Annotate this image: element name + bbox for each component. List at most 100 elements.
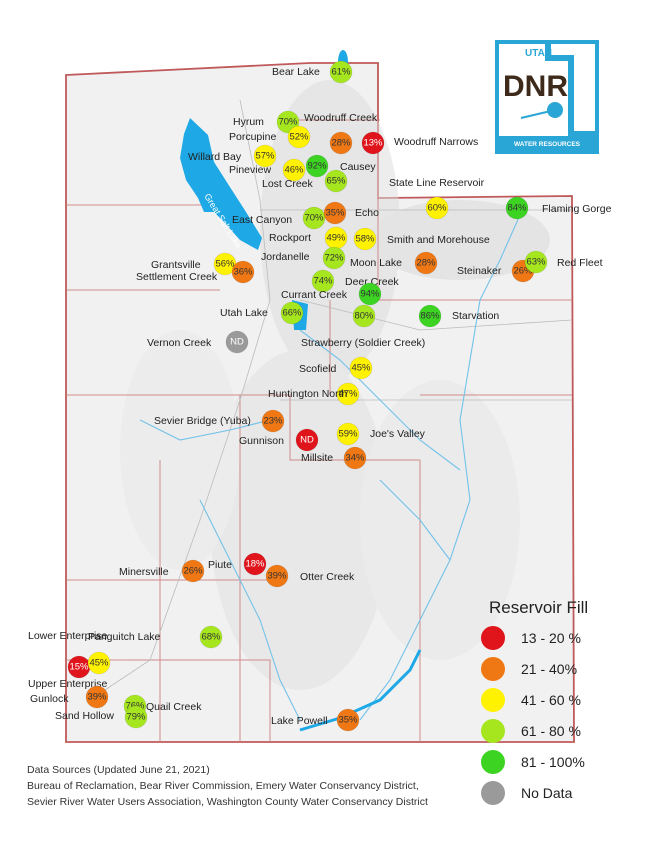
- utah-lake-marker: [280, 301, 304, 325]
- flaming-gorge-label: Flaming Gorge: [542, 203, 612, 215]
- legend-swatch: [481, 750, 505, 774]
- logo-main-text: DNR: [503, 70, 568, 103]
- gunnison-label: Gunnison: [239, 435, 284, 447]
- east-canyon-marker: [302, 206, 326, 230]
- piute-label: Piute: [208, 559, 232, 571]
- rockport-label: Rockport: [269, 232, 311, 244]
- dnr-logo-graphic: UTAH DNR WATER RESOURCES: [495, 40, 599, 154]
- lake-powell-marker: [336, 708, 360, 732]
- grantsville-label: Grantsville: [151, 259, 201, 271]
- lake-powell-shape: [299, 649, 422, 732]
- jordanelle-value: 72%: [324, 253, 344, 264]
- gunnison-marker: [295, 428, 319, 452]
- deer-creek-label: Deer Creek: [345, 276, 399, 288]
- jordanelle-marker: [322, 246, 346, 270]
- starvation-label: Starvation: [452, 310, 499, 322]
- minersville-value: 26%: [183, 566, 203, 577]
- strawberry-soldier-creek-marker: [352, 304, 376, 328]
- lost-creek-2-value: 65%: [326, 176, 346, 187]
- panguitch-lake-marker: [199, 625, 223, 649]
- echo-label: Echo: [355, 207, 379, 219]
- porcupine-marker: [287, 125, 311, 149]
- gunnison-value: ND: [300, 435, 314, 446]
- red-fleet-value: 63%: [526, 257, 546, 268]
- bear-lake-value: 61%: [331, 67, 351, 78]
- panguitch-lake-label: Panguitch Lake: [88, 631, 161, 643]
- woodruff-narrows-marker: [361, 131, 385, 155]
- joe-s-valley-marker: [336, 422, 360, 446]
- lost-creek-marker: [305, 154, 329, 178]
- legend-item: 41 - 60 %: [481, 688, 581, 712]
- moon-lake-label: Moon Lake: [350, 257, 402, 269]
- legend-label: 61 - 80 %: [521, 723, 581, 739]
- currant-creek-marker: [358, 282, 382, 306]
- starvation-marker: [418, 304, 442, 328]
- steinaker-value: 26%: [513, 266, 533, 277]
- pineview-label: Pineview: [229, 164, 271, 176]
- huntington-north-marker: [336, 382, 360, 406]
- utah-lake-label: Utah Lake: [220, 307, 268, 319]
- smith-and-morehouse-label: Smith and Morehouse: [387, 234, 490, 246]
- state-line-reservoir-value: 60%: [427, 203, 447, 214]
- data-sources: Data Sources (Updated June 21, 2021) Bur…: [27, 762, 428, 810]
- gunlock-marker: [85, 685, 109, 709]
- bear-lake-marker: [329, 60, 353, 84]
- smith-and-morehouse-value: 58%: [355, 234, 375, 245]
- woodruff-narrows-label: Woodruff Narrows: [394, 136, 478, 148]
- settlement-creek-value: 36%: [233, 267, 253, 278]
- upper-enterprise-value: 45%: [89, 658, 109, 669]
- terrain-relief: [120, 80, 550, 690]
- quail-creek-value: 76%: [125, 701, 145, 712]
- deer-creek-marker: [311, 269, 335, 293]
- legend-label: 41 - 60 %: [521, 692, 581, 708]
- lake-powell-value: 35%: [338, 715, 358, 726]
- vernon-creek-marker: [225, 330, 249, 354]
- causey-marker: [329, 131, 353, 155]
- vernon-creek-value: ND: [230, 337, 244, 348]
- willard-bay-label: Willard Bay: [188, 151, 242, 163]
- sevier-bridge-yuba-label: Sevier Bridge (Yuba): [154, 415, 251, 427]
- gunlock-value: 39%: [87, 692, 107, 703]
- huntington-north-value: 47%: [338, 389, 358, 400]
- state-line-reservoir-label: State Line Reservoir: [389, 177, 485, 189]
- sevier-bridge-yuba-value: 23%: [263, 416, 283, 427]
- deer-creek-value: 74%: [313, 276, 333, 287]
- causey-value: 28%: [331, 138, 351, 149]
- east-canyon-label: East Canyon: [232, 214, 292, 226]
- legend-item: 61 - 80 %: [481, 719, 581, 743]
- legend-label: 13 - 20 %: [521, 630, 581, 646]
- willard-bay-value: 57%: [255, 151, 275, 162]
- sources-line-2: Bureau of Reclamation, Bear River Commis…: [27, 780, 419, 792]
- logo-top-text: UTAH: [525, 48, 552, 59]
- flaming-gorge-value: 84%: [507, 203, 527, 214]
- moon-lake-value: 28%: [416, 258, 436, 269]
- legend-swatch: [481, 719, 505, 743]
- scofield-label: Scofield: [299, 363, 337, 375]
- otter-creek-value: 39%: [267, 571, 287, 582]
- vernon-creek-label: Vernon Creek: [147, 337, 212, 349]
- sources-line-1: Data Sources (Updated June 21, 2021): [27, 764, 210, 776]
- moon-lake-marker: [414, 251, 438, 275]
- settlement-creek-marker: [231, 260, 255, 284]
- woodruff-narrows-value: 13%: [363, 138, 383, 149]
- legend-label: 81 - 100%: [521, 754, 585, 770]
- echo-value: 35%: [325, 208, 345, 219]
- lost-creek-label: Lost Creek: [262, 178, 314, 190]
- piute-marker: [243, 552, 267, 576]
- legend-swatch: [481, 781, 505, 805]
- legend-title: Reservoir Fill: [489, 598, 589, 617]
- strawberry-soldier-creek-label: Strawberry (Soldier Creek): [301, 337, 425, 349]
- state-line-reservoir-marker: [425, 196, 449, 220]
- willard-bay-marker: [253, 144, 277, 168]
- legend-item: 21 - 40%: [481, 657, 577, 681]
- lower-enterprise-label: Lower Enterprise: [28, 630, 108, 642]
- logo-bottom-text: WATER RESOURCES: [514, 141, 581, 148]
- sand-hollow-value: 79%: [126, 712, 146, 723]
- rockport-value: 49%: [326, 233, 346, 244]
- millsite-label: Millsite: [301, 452, 333, 464]
- lost-creek-value: 92%: [307, 161, 327, 172]
- hyrum-label: Hyrum: [233, 116, 264, 128]
- legend-swatch: [481, 688, 505, 712]
- sources-line-3: Sevier River Water Users Association, Wa…: [27, 796, 428, 808]
